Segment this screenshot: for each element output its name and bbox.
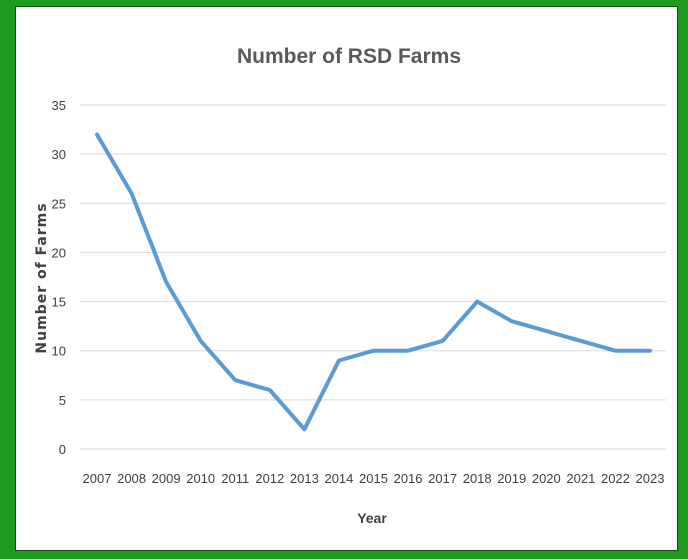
y-axis-ticks: 0 5 10 15 20 25 30 35 [52, 98, 66, 457]
x-tick-label: 2019 [497, 471, 526, 486]
y-tick-label: 25 [52, 196, 66, 211]
x-tick-label: 2015 [359, 471, 388, 486]
x-tick-label: 2023 [636, 471, 665, 486]
x-tick-label: 2018 [463, 471, 492, 486]
x-tick-label: 2017 [428, 471, 457, 486]
series-layer [95, 132, 652, 432]
x-tick-label: 2011 [221, 471, 249, 486]
x-tick-label: 2016 [394, 471, 423, 486]
y-axis-label: Number of Farms [34, 202, 50, 353]
x-tick-label: 2014 [324, 471, 353, 486]
series-line-0 [95, 132, 652, 432]
x-tick-label: 2020 [532, 471, 561, 486]
gridlines [80, 104, 666, 450]
x-tick-label: 2022 [601, 471, 630, 486]
y-tick-label: 20 [52, 245, 66, 260]
x-tick-label: 2009 [152, 471, 181, 486]
x-tick-label: 2008 [117, 471, 146, 486]
x-tick-label: 2021 [566, 471, 595, 486]
y-tick-label: 35 [52, 98, 66, 113]
chart-title: Number of RSD Farms [237, 45, 461, 68]
y-tick-label: 10 [52, 344, 66, 359]
y-tick-label: 15 [52, 295, 66, 310]
x-axis-label: Year [357, 510, 387, 526]
x-tick-label: 2010 [186, 471, 215, 486]
x-tick-label: 2007 [83, 471, 112, 486]
chart-frame-inner-border [15, 6, 678, 551]
y-tick-label: 0 [59, 442, 66, 457]
y-tick-label: 5 [59, 393, 66, 408]
y-tick-label: 30 [52, 147, 66, 162]
x-tick-label: 2012 [255, 471, 284, 486]
x-tick-label: 2013 [290, 471, 319, 486]
x-axis-ticks: 2007 2008 2009 2010 2011 2012 2013 2014 2015 2016… [83, 471, 665, 486]
